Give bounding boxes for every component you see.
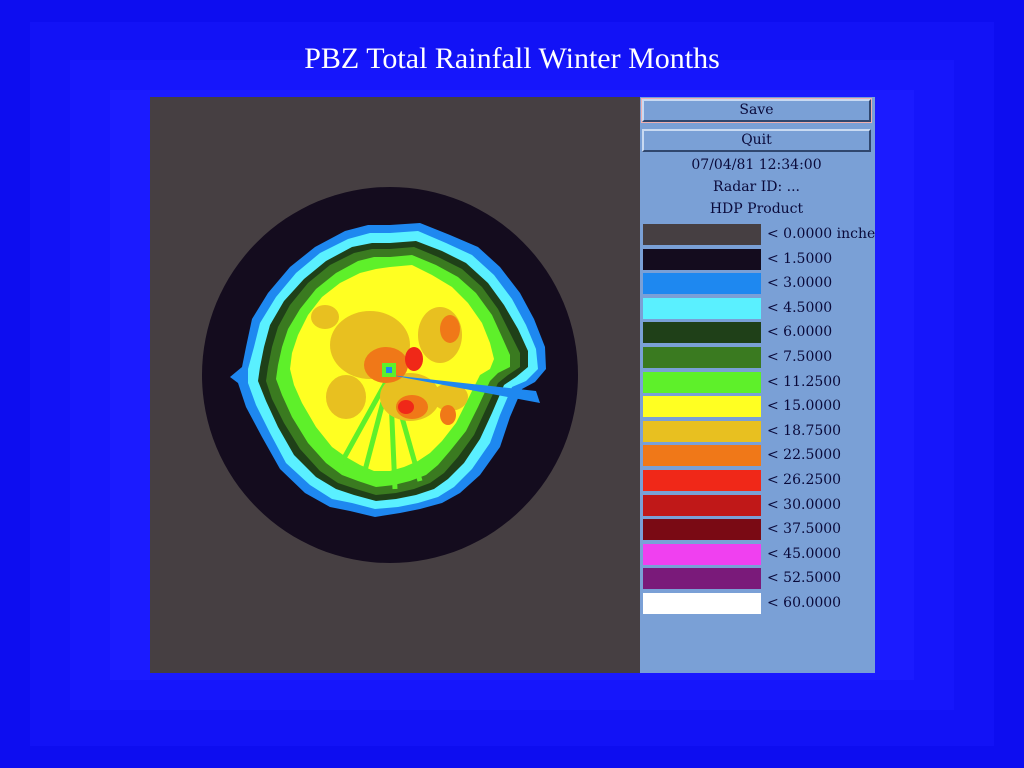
legend-swatch (643, 543, 761, 565)
legend-swatch (643, 248, 761, 270)
legend-label: < 60.0000 (767, 594, 842, 611)
legend-item: < 22.5000 (643, 444, 875, 469)
legend-label: < 18.7500 (767, 422, 842, 439)
color-legend: < 0.0000 inches < 1.5000 < 3.0000 < 4.5000 <… (643, 223, 875, 617)
legend-swatch (643, 273, 761, 295)
legend-label: < 6.0000 (767, 324, 833, 341)
legend-label: < 4.5000 (767, 299, 833, 316)
timestamp-label: 07/04/81 12:34:00 (691, 157, 822, 173)
legend-item: < 0.0000 inches (643, 223, 875, 248)
legend-swatch (643, 445, 761, 467)
radar-image (202, 187, 578, 563)
legend-swatch (643, 224, 761, 245)
legend-swatch (643, 494, 761, 516)
legend-item: < 1.5000 (643, 248, 875, 273)
legend-label: < 26.2500 (767, 471, 842, 488)
radar-id-label: Radar ID: ... (713, 179, 800, 195)
legend-label: < 52.5000 (767, 570, 842, 587)
legend-item: < 11.2500 (643, 371, 875, 396)
legend-label: < 7.5000 (767, 348, 833, 365)
legend-label: < 0.0000 inches (767, 226, 875, 242)
save-button[interactable]: Save (641, 98, 872, 123)
legend-item: < 6.0000 (643, 321, 875, 346)
legend-swatch (643, 371, 761, 393)
legend-swatch (643, 420, 761, 442)
legend-item: < 4.5000 (643, 297, 875, 322)
legend-label: < 15.0000 (767, 398, 842, 415)
legend-item: < 60.0000 (643, 592, 875, 617)
legend-swatch (643, 346, 761, 368)
legend-swatch (643, 592, 761, 614)
legend-item: < 30.0000 (643, 494, 875, 519)
legend-item: < 18.7500 (643, 420, 875, 445)
rain-band-red (398, 347, 423, 414)
legend-item: < 3.0000 (643, 272, 875, 297)
legend-swatch (643, 519, 761, 541)
legend-item: < 45.0000 (643, 543, 875, 568)
legend-item: < 52.5000 (643, 567, 875, 592)
control-sidebar: Save Quit 07/04/81 12:34:00 Radar ID: ..… (640, 97, 875, 673)
legend-item: < 37.5000 (643, 518, 875, 543)
page-title: PBZ Total Rainfall Winter Months (304, 42, 720, 75)
legend-item: < 26.2500 (643, 469, 875, 494)
legend-swatch (643, 396, 761, 418)
legend-swatch (643, 568, 761, 590)
beam-blockage (390, 375, 540, 403)
radar-display (150, 97, 640, 673)
legend-label: < 37.5000 (767, 521, 842, 538)
legend-label: < 22.5000 (767, 447, 842, 464)
legend-label: < 45.0000 (767, 545, 842, 562)
legend-swatch (643, 322, 761, 344)
legend-swatch (643, 297, 761, 319)
legend-item: < 7.5000 (643, 346, 875, 371)
legend-label: < 1.5000 (767, 250, 833, 267)
legend-label: < 11.2500 (767, 373, 842, 390)
legend-label: < 30.0000 (767, 496, 842, 513)
legend-swatch (643, 469, 761, 491)
legend-label: < 3.0000 (767, 275, 833, 292)
legend-item: < 15.0000 (643, 395, 875, 420)
quit-button[interactable]: Quit (642, 129, 871, 152)
product-label: HDP Product (709, 201, 804, 217)
